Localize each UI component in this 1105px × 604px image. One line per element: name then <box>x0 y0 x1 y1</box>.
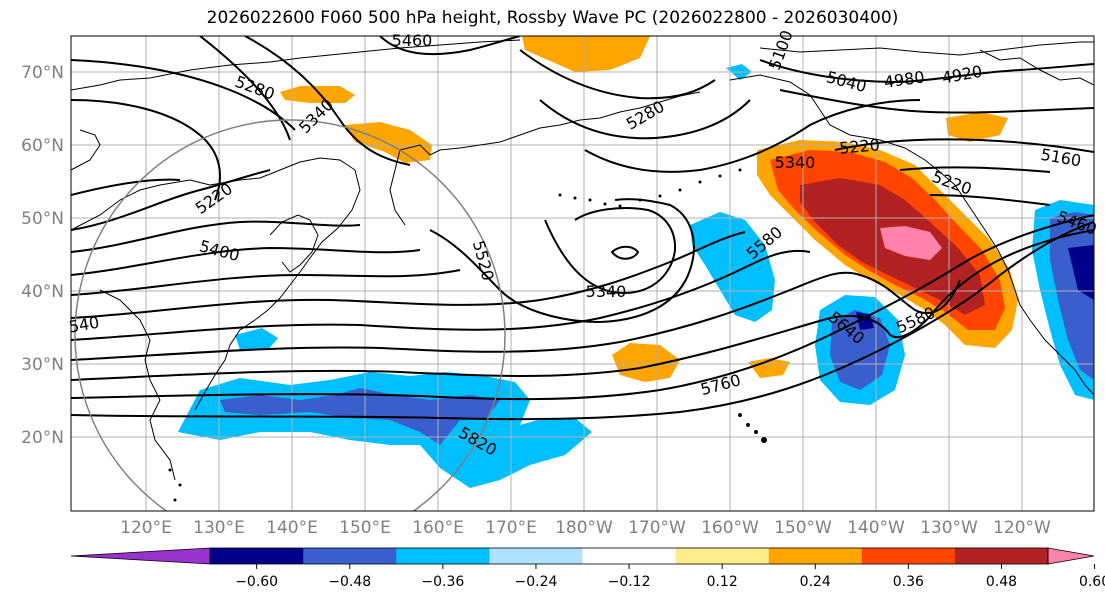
lon-label: 170°E <box>485 518 537 538</box>
map-border <box>70 35 1095 512</box>
lat-label: 40°N <box>21 282 64 302</box>
colorbar-segment <box>675 548 770 564</box>
lon-label: 140°W <box>847 518 905 538</box>
contour-label: 5460 <box>392 31 433 50</box>
positive-patch-east <box>748 358 790 378</box>
map-title: 2026022600 F060 500 hPa height, Rossby W… <box>206 8 899 28</box>
lon-label: 120°E <box>120 518 172 538</box>
positive-anomaly-core <box>880 226 942 260</box>
reference-circle <box>74 119 506 511</box>
colorbar-arrow-left <box>70 547 211 565</box>
contour-label: 5340 <box>775 153 816 172</box>
colorbar-segment <box>582 548 677 564</box>
colorbar-tick-label: 0.24 <box>800 574 831 590</box>
lon-label: 140°E <box>266 518 318 538</box>
lon-label: 180°W <box>555 518 613 538</box>
negative-patch-japan <box>235 328 278 350</box>
positive-patch-okhotsk <box>280 86 355 103</box>
lon-label: 130°E <box>193 518 245 538</box>
longitude-labels: 120°E 130°E 140°E 150°E 160°E 170°E 180°… <box>120 518 1051 538</box>
lat-label: 30°N <box>21 355 64 375</box>
colorbar-segment <box>768 548 863 564</box>
colorbar-tick-label: −0.36 <box>421 574 464 590</box>
colorbar-segment <box>396 548 490 564</box>
lat-label: 60°N <box>21 136 64 156</box>
colorbar-tick-label: −0.12 <box>608 574 651 590</box>
coastlines <box>71 39 1094 481</box>
colorbar-segment <box>954 548 1049 564</box>
lat-label: 70°N <box>21 63 64 83</box>
colorbar-arrow-right <box>1047 547 1095 565</box>
negative-anomaly-east-inner <box>830 310 890 390</box>
colorbar-segment <box>210 548 304 564</box>
colorbar-tick-label: 0.36 <box>893 574 924 590</box>
contour-label: 5340 <box>586 282 627 301</box>
positive-patch-kamchatka <box>345 122 432 163</box>
lat-label: 20°N <box>21 428 64 448</box>
contour-label: 5220 <box>838 135 880 157</box>
colorbar-segment <box>861 548 956 564</box>
colorbar: −0.60 −0.48 −0.36 −0.24 −0.12 0.12 0.24 0.36 0.4… <box>70 547 1105 590</box>
lon-label: 150°W <box>774 518 832 538</box>
lon-label: 130°W <box>920 518 978 538</box>
negative-anomaly-central <box>690 212 775 322</box>
lon-label: 160°W <box>701 518 759 538</box>
lat-label: 50°N <box>21 209 64 229</box>
latitude-labels: 70°N 60°N 50°N 40°N 30°N 20°N <box>21 63 64 448</box>
colorbar-tick-label: 0.12 <box>707 574 738 590</box>
lon-label: 170°W <box>628 518 686 538</box>
colorbar-tick-label: −0.48 <box>328 574 371 590</box>
colorbar-tick-label: −0.60 <box>235 574 278 590</box>
negative-anomaly-coast-core <box>1068 245 1094 300</box>
colorbar-tick-label: 0.48 <box>986 574 1017 590</box>
colorbar-segment <box>303 548 397 564</box>
positive-patch-hawaii-n <box>612 343 680 382</box>
positive-patch-alaska-n <box>946 112 1008 142</box>
lon-label: 150°E <box>339 518 391 538</box>
colorbar-tick-label: 0.60 <box>1079 574 1105 590</box>
colorbar-segment <box>489 548 583 564</box>
height-contours <box>71 36 1094 421</box>
colorbar-tick-label: −0.24 <box>514 574 557 590</box>
lon-label: 120°W <box>993 518 1051 538</box>
positive-patch-arctic <box>522 36 650 72</box>
graticule <box>71 36 1094 511</box>
lon-label: 160°E <box>412 518 464 538</box>
